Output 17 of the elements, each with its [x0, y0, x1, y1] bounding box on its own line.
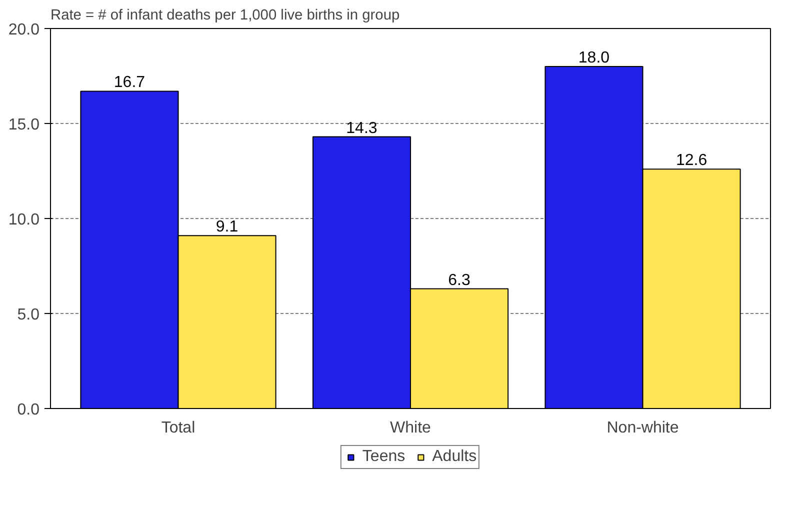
legend-label: Adults [432, 448, 477, 466]
x-tick-label: Total [161, 420, 196, 436]
chart-title: Rate = # of infant deaths per 1,000 live births in group [50, 8, 400, 24]
x-tick-label: Non-white [606, 420, 679, 436]
y-tick-label: 20.0 [8, 22, 40, 38]
y-tick-label: 10.0 [8, 212, 40, 228]
y-tick-label: 0.0 [17, 402, 40, 418]
data-label: 6.3 [448, 272, 470, 289]
data-label: 18.0 [578, 50, 610, 66]
data-label: 14.3 [346, 120, 378, 137]
x-tick-label: White [390, 420, 432, 436]
y-tick-label: 15.0 [8, 116, 40, 134]
data-label: 16.7 [114, 74, 146, 92]
data-label: 12.6 [676, 152, 708, 170]
y-tick-label: 5.0 [17, 306, 40, 324]
legend-label: Teens [362, 448, 406, 466]
data-label: 9.1 [216, 218, 238, 236]
